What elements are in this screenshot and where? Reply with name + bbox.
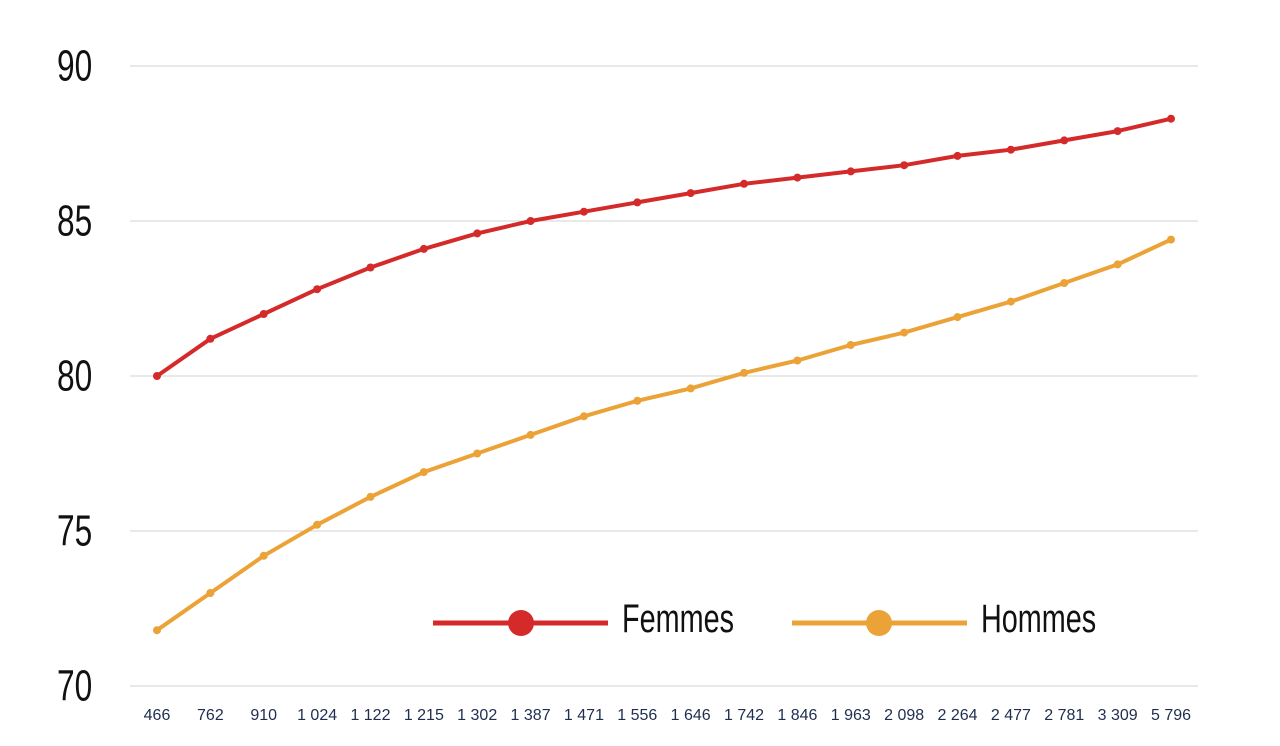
data-point bbox=[1060, 279, 1069, 287]
legend-item-hommes: Hommes bbox=[792, 597, 1096, 642]
data-point bbox=[953, 151, 962, 160]
data-point bbox=[419, 468, 428, 477]
data-point bbox=[153, 626, 161, 635]
x-tick-label: 2 264 bbox=[938, 707, 978, 724]
y-tick-label: 90 bbox=[57, 41, 92, 90]
legend-item-femmes: Femmes bbox=[433, 597, 734, 642]
data-point bbox=[473, 449, 482, 458]
data-point bbox=[579, 412, 588, 421]
data-point bbox=[366, 492, 375, 501]
x-tick-label: 1 742 bbox=[724, 707, 764, 724]
x-tick-label: 5 796 bbox=[1151, 707, 1191, 724]
data-point bbox=[900, 328, 909, 337]
data-point bbox=[259, 551, 268, 560]
data-point bbox=[1167, 235, 1175, 244]
data-point bbox=[419, 244, 428, 253]
data-point bbox=[633, 198, 642, 207]
x-tick-label: 3 309 bbox=[1098, 707, 1138, 724]
series-lines bbox=[153, 114, 1175, 635]
x-tick-label: 2 098 bbox=[884, 707, 924, 724]
x-tick-label: 910 bbox=[250, 707, 277, 724]
x-tick-label: 1 646 bbox=[671, 707, 711, 724]
series-hommes bbox=[153, 235, 1175, 635]
x-axis-ticks: 466 762 910 1 024 1 122 1 215 1 302 1 387 1 471 1… bbox=[144, 707, 1191, 724]
data-point bbox=[526, 430, 535, 439]
data-point bbox=[1006, 145, 1015, 154]
y-axis-ticks: 70 75 80 85 90 bbox=[57, 41, 92, 710]
x-tick-label: 1 215 bbox=[404, 707, 444, 724]
y-tick-label: 70 bbox=[57, 661, 92, 710]
data-point bbox=[1006, 297, 1015, 306]
legend-label: Femmes bbox=[622, 597, 734, 642]
series-line-femmes bbox=[155, 116, 1173, 378]
y-tick-label: 75 bbox=[57, 506, 92, 555]
legend-marker bbox=[866, 610, 892, 636]
data-point bbox=[1060, 136, 1069, 145]
data-point bbox=[740, 179, 749, 188]
x-tick-label: 1 846 bbox=[777, 707, 817, 724]
data-point bbox=[313, 520, 322, 529]
data-point bbox=[686, 189, 695, 198]
series-femmes bbox=[153, 114, 1175, 380]
y-tick-label: 85 bbox=[57, 196, 92, 245]
data-point bbox=[740, 368, 749, 377]
data-point bbox=[633, 396, 642, 405]
series-line-hommes bbox=[155, 237, 1173, 633]
data-point bbox=[259, 310, 268, 318]
x-tick-label: 2 477 bbox=[991, 707, 1031, 724]
data-point bbox=[1167, 114, 1175, 123]
data-point bbox=[526, 217, 535, 225]
data-point bbox=[846, 167, 855, 176]
data-point bbox=[206, 334, 215, 343]
data-point bbox=[1113, 127, 1122, 136]
x-tick-label: 1 471 bbox=[564, 707, 604, 724]
x-tick-label: 1 122 bbox=[350, 707, 390, 724]
x-tick-label: 1 387 bbox=[511, 707, 551, 724]
x-tick-label: 1 556 bbox=[617, 707, 657, 724]
x-tick-label: 1 963 bbox=[831, 707, 871, 724]
x-tick-label: 1 302 bbox=[457, 707, 497, 724]
gridlines bbox=[130, 65, 1198, 687]
data-point bbox=[953, 313, 962, 322]
data-point bbox=[846, 341, 855, 349]
data-point bbox=[366, 263, 375, 272]
x-tick-label: 466 bbox=[144, 707, 171, 724]
data-point bbox=[686, 384, 695, 393]
data-point bbox=[900, 161, 909, 170]
data-point bbox=[1113, 260, 1122, 269]
y-tick-label: 80 bbox=[57, 351, 92, 400]
legend-label: Hommes bbox=[981, 597, 1096, 642]
x-tick-label: 1 024 bbox=[297, 707, 337, 724]
data-point bbox=[206, 589, 215, 597]
legend-marker bbox=[508, 610, 534, 636]
x-tick-label: 762 bbox=[197, 707, 224, 724]
data-point bbox=[793, 173, 802, 182]
data-point bbox=[473, 229, 482, 238]
data-point bbox=[153, 372, 161, 380]
legend: Femmes Hommes bbox=[433, 597, 1096, 642]
data-point bbox=[579, 207, 588, 216]
data-point bbox=[313, 285, 322, 294]
x-tick-label: 2 781 bbox=[1044, 707, 1084, 724]
data-point bbox=[793, 356, 802, 365]
